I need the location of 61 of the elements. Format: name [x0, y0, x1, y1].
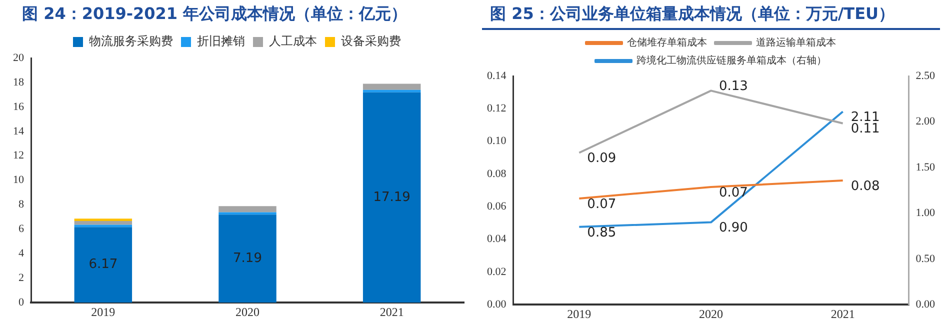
data-label: 0.07: [719, 185, 748, 200]
legend-label: 跨境化工物流供应链服务单箱成本（右轴）: [636, 54, 826, 67]
y-tick-label: 10: [13, 174, 24, 186]
x-tick-label: 2021: [830, 306, 855, 321]
y2-tick-label: 1.50: [916, 161, 936, 174]
x-tick-label: 2021: [380, 304, 404, 319]
y-tick-label: 16: [13, 100, 24, 113]
y-tick-label: 8: [18, 198, 24, 211]
bar: [218, 206, 276, 212]
data-label: 0.13: [719, 79, 748, 94]
bar: [362, 92, 421, 303]
y-tick-label: 0.12: [487, 102, 506, 115]
data-label: 6.17: [88, 257, 118, 272]
x-tick-label: 2020: [699, 306, 723, 321]
bar: [218, 212, 276, 215]
y2-tick-label: 1.00: [916, 207, 936, 220]
bar: [362, 84, 421, 90]
chart-title: 图 25：公司业务单位箱量成本情况（单位：万元/TEU）: [482, 0, 940, 30]
y-tick-label: 2: [18, 272, 24, 284]
legend-label: 仓储堆存单箱成本: [627, 36, 707, 49]
y-tick-label: 0.02: [487, 266, 506, 278]
bar: [74, 227, 132, 303]
x-tick-label: 2020: [236, 304, 260, 319]
y2-tick-label: 2.50: [916, 70, 936, 82]
bar: [218, 214, 276, 303]
bar: [74, 221, 132, 225]
y-tick-label: 18: [13, 76, 24, 88]
data-label: 0.90: [719, 220, 748, 236]
y-tick-label: 4: [18, 248, 24, 260]
y-tick-label: 0.14: [487, 70, 507, 82]
y-tick-label: 0.00: [487, 298, 507, 310]
data-label: 0.85: [587, 225, 616, 240]
y-tick-label: 14: [13, 125, 24, 138]
bar: [74, 224, 132, 228]
data-label: 0.09: [587, 151, 616, 166]
legend-label: 折旧摊销: [197, 34, 245, 48]
data-label: 0.07: [587, 196, 616, 212]
y-tick-label: 0.10: [487, 135, 507, 148]
legend-label: 物流服务采购费: [89, 34, 173, 48]
data-label: 7.19: [233, 251, 262, 266]
chart-title: 图 24：2019-2021 年公司成本情况（单位：亿元）: [21, 3, 408, 25]
legend-label: 设备采购费: [341, 34, 401, 48]
y2-tick-label: 0.00: [916, 298, 936, 310]
y2-tick-label: 2.00: [916, 116, 936, 128]
y-tick-label: 0: [18, 296, 24, 308]
legend-label: 人工成本: [269, 34, 317, 48]
x-tick-label: 2019: [567, 306, 592, 321]
data-label: 0.08: [850, 178, 880, 194]
y-tick-label: 0.04: [487, 233, 507, 246]
legend-label: 道路运输单箱成本: [756, 36, 836, 49]
y-tick-label: 0.06: [487, 200, 507, 213]
bar: [362, 90, 421, 92]
bar: [74, 218, 132, 222]
y-tick-label: 0.08: [487, 168, 507, 180]
data-label: 0.11: [850, 122, 880, 137]
x-tick-label: 2019: [91, 304, 116, 319]
y-tick-label: 20: [13, 52, 24, 64]
y-tick-label: 12: [13, 150, 24, 162]
y2-tick-label: 0.50: [916, 252, 936, 265]
data-label: 17.19: [373, 190, 410, 205]
y-tick-label: 6: [18, 223, 24, 236]
